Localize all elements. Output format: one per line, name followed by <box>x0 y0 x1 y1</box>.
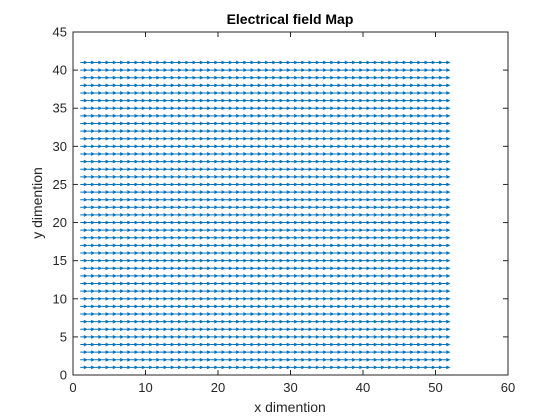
field-arrow-row-15 <box>80 258 451 263</box>
field-arrow-row-34 <box>80 114 451 118</box>
field-arrow-row-9 <box>80 304 451 309</box>
field-arrow-row-41 <box>80 60 451 65</box>
field-arrow-row-20 <box>80 220 451 225</box>
field-arrow-row-14 <box>80 266 451 271</box>
y-tick-label-10: 10 <box>53 291 67 306</box>
field-arrow-row-24 <box>80 190 451 194</box>
field-arrow-row-3 <box>80 350 451 354</box>
y-tick-label-40: 40 <box>53 63 67 78</box>
axis-layer: 0 10 20 30 40 50 60 0 5 10 15 20 25 30 35 40 45 <box>53 25 516 396</box>
field-arrow-row-36 <box>80 98 451 103</box>
chart-title: Electrical field Map <box>227 11 354 27</box>
x-axis-label: x dimention <box>254 399 326 415</box>
field-arrow-row-2 <box>80 357 451 362</box>
field-arrow-row-37 <box>80 91 451 95</box>
field-arrow-row-30 <box>80 144 451 149</box>
field-arrow-row-19 <box>80 228 451 232</box>
y-tick-label-35: 35 <box>53 101 67 116</box>
field-arrow-row-23 <box>80 197 451 202</box>
field-arrow-row-28 <box>80 159 451 164</box>
field-arrow-row-33 <box>80 121 451 126</box>
field-arrow-row-6 <box>80 327 451 332</box>
field-arrow-row-17 <box>80 243 451 248</box>
y-tick-label-45: 45 <box>53 25 67 40</box>
x-tick-label-20: 20 <box>211 380 225 395</box>
x-tick-label-50: 50 <box>428 380 442 395</box>
field-arrow-row-10 <box>80 296 451 301</box>
y-tick-label-25: 25 <box>53 177 67 192</box>
y-axis-label: y dimention <box>29 167 45 239</box>
field-arrow-row-8 <box>80 312 451 316</box>
quiver-layer <box>80 60 451 370</box>
field-arrow-row-39 <box>80 75 451 80</box>
y-tick-label-30: 30 <box>53 139 67 154</box>
x-tick-label-10: 10 <box>138 380 152 395</box>
field-arrow-row-7 <box>80 319 451 324</box>
field-arrow-row-40 <box>80 68 451 72</box>
field-arrow-row-12 <box>80 281 451 286</box>
field-arrow-row-35 <box>80 106 451 111</box>
x-tick-label-30: 30 <box>283 380 297 395</box>
y-tick-label-0: 0 <box>60 368 67 383</box>
field-arrow-row-31 <box>80 136 451 141</box>
field-arrow-row-27 <box>80 167 451 172</box>
field-arrow-row-11 <box>80 289 451 293</box>
field-arrow-row-29 <box>80 152 451 156</box>
field-arrow-row-26 <box>80 175 451 179</box>
y-tick-label-15: 15 <box>53 253 67 268</box>
field-arrow-row-1 <box>80 365 451 370</box>
field-arrow-row-32 <box>80 129 451 133</box>
y-tick-label-5: 5 <box>60 329 67 344</box>
x-tick-label-0: 0 <box>69 380 76 395</box>
field-arrow-row-38 <box>80 83 451 88</box>
field-arrow-row-25 <box>80 182 451 187</box>
field-arrow-row-16 <box>80 251 451 255</box>
field-arrow-row-5 <box>80 335 451 339</box>
y-tick-label-20: 20 <box>53 215 67 230</box>
field-arrow-row-22 <box>80 205 451 210</box>
x-tick-label-40: 40 <box>356 380 370 395</box>
field-arrow-row-21 <box>80 213 451 217</box>
plot-area-background <box>73 32 508 375</box>
field-arrow-row-13 <box>80 274 451 278</box>
x-tick-label-60: 60 <box>501 380 515 395</box>
field-arrow-row-4 <box>80 342 451 347</box>
field-arrow-row-18 <box>80 235 451 240</box>
